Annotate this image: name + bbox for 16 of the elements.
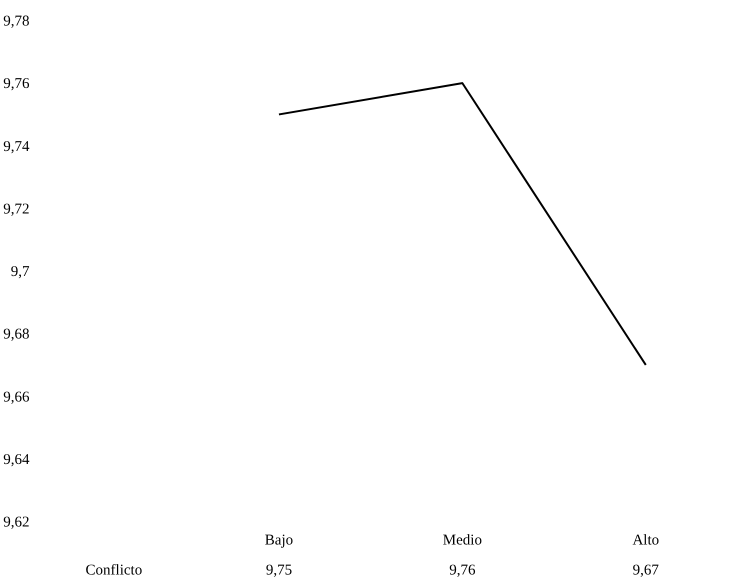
y-tick-label: 9,62 — [3, 514, 30, 530]
data-label: 9,67 — [632, 562, 660, 578]
y-tick-label: 9,68 — [3, 326, 30, 343]
y-tick-label: 9,78 — [3, 14, 30, 30]
y-tick-label: 9,76 — [3, 76, 30, 92]
y-tick-label: 9,64 — [3, 452, 30, 468]
y-tick-label: 9,72 — [3, 201, 30, 218]
y-tick-label: 9,74 — [3, 138, 30, 155]
x-tick-label: Bajo — [264, 532, 294, 548]
y-tick-label: 9,66 — [3, 389, 30, 406]
x-tick-label: Alto — [632, 532, 660, 548]
data-label: 9,75 — [266, 562, 292, 578]
x-tick-label: Medio — [442, 532, 482, 548]
data-label: 9,76 — [449, 562, 476, 578]
y-tick-label: 9,7 — [10, 264, 30, 280]
text: Conflicto — [86, 562, 142, 578]
